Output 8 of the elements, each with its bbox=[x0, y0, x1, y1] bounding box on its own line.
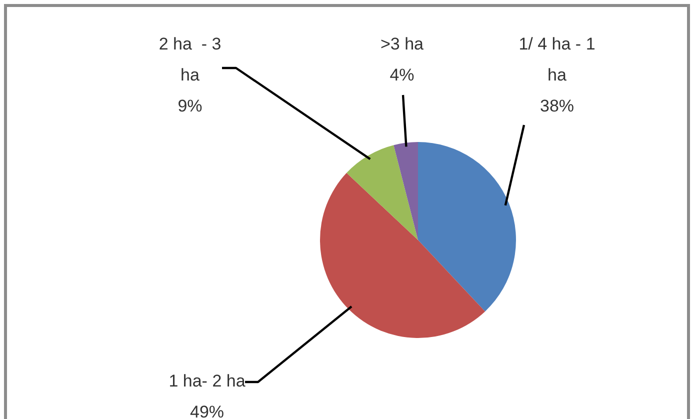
data-label: 4% bbox=[390, 66, 414, 85]
slice-label: 1/ 4 ha - 1 ha bbox=[518, 34, 596, 85]
data-label: 9% bbox=[178, 96, 202, 116]
data-label: 49% bbox=[190, 402, 224, 419]
data-label: 38% bbox=[540, 96, 574, 116]
slice-label: 2 ha - 3 ha bbox=[158, 34, 222, 85]
slice-label: >3 ha bbox=[380, 34, 424, 54]
slice-label: 1 ha- 2 ha bbox=[168, 372, 246, 391]
